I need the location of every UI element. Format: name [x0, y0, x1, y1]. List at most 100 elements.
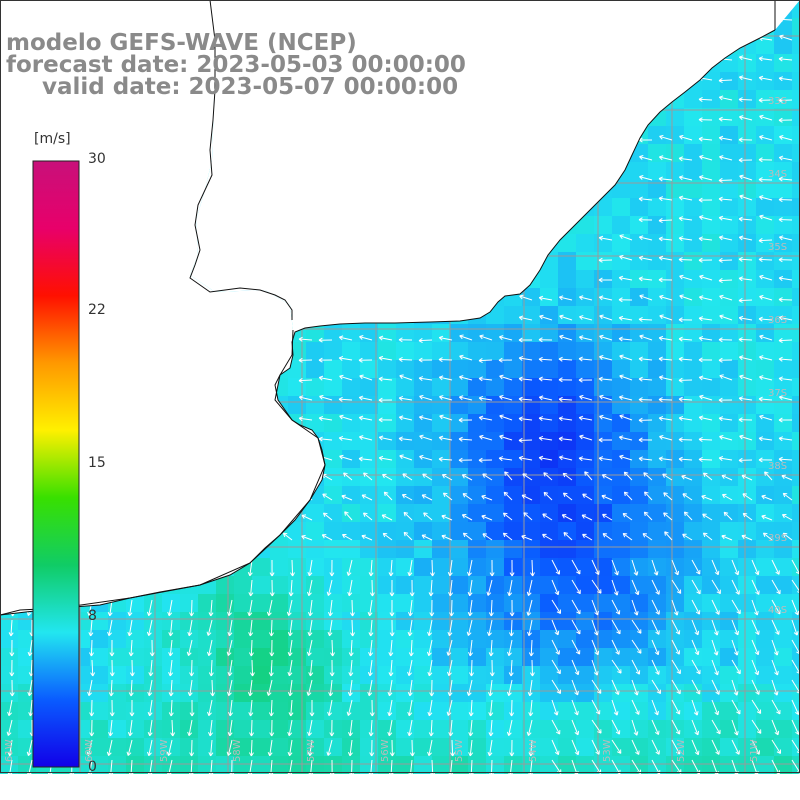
speed-cell	[360, 360, 378, 378]
wind-arrow-head	[718, 236, 723, 241]
speed-cell	[792, 396, 800, 414]
speed-cell	[648, 396, 666, 414]
wind-arrow	[403, 531, 413, 541]
lon-label: 53W	[602, 739, 613, 762]
wind-arrow	[447, 699, 453, 716]
wind-arrow	[299, 417, 313, 421]
wind-arrow-head	[290, 712, 294, 717]
wind-arrow	[591, 559, 600, 575]
wind-arrow	[210, 659, 213, 677]
lon-label: 58W	[232, 739, 243, 762]
speed-cell	[522, 612, 540, 630]
wind-arrow	[449, 559, 453, 576]
wind-arrow-head	[459, 375, 464, 378]
wind-arrow-head	[638, 276, 643, 279]
wind-arrow-head	[287, 731, 290, 736]
speed-cell	[576, 342, 594, 360]
wind-arrow-head	[733, 692, 738, 696]
speed-cell	[360, 540, 378, 558]
wind-arrow-head	[759, 136, 763, 140]
speed-cell	[774, 558, 792, 576]
wind-arrow-head	[498, 357, 503, 361]
wind-arrow	[691, 579, 701, 595]
speed-cell	[738, 486, 756, 504]
wind-arrow	[469, 719, 473, 736]
speed-cell	[612, 468, 630, 486]
wind-arrow-head	[558, 296, 563, 301]
speed-cell	[144, 666, 162, 684]
speed-cell	[702, 72, 720, 90]
wind-arrow	[591, 739, 600, 755]
speed-cell	[702, 198, 720, 216]
wind-arrow-head	[764, 471, 769, 474]
wind-arrow-head	[388, 772, 392, 777]
speed-cell	[594, 468, 612, 486]
speed-cell	[396, 342, 414, 360]
wind-arrow-head	[186, 651, 189, 656]
speed-cell	[504, 432, 522, 450]
wind-arrow-head	[91, 712, 95, 717]
wind-arrow	[651, 559, 658, 576]
wind-arrow-head	[489, 752, 493, 757]
wind-arrow	[782, 532, 793, 541]
wind-arrow	[751, 739, 760, 755]
wind-arrow	[759, 115, 773, 121]
speed-cell	[162, 612, 180, 630]
wind-arrow-head	[350, 632, 354, 637]
wind-arrow	[503, 491, 513, 501]
wind-arrow-head	[538, 376, 543, 380]
wind-arrow-head	[699, 394, 704, 397]
speed-cell	[252, 684, 270, 702]
wind-arrow-head	[330, 652, 334, 657]
wind-arrow	[431, 559, 434, 577]
speed-cell	[342, 360, 360, 378]
wind-arrow	[739, 375, 753, 381]
wind-arrow	[462, 493, 473, 501]
speed-cell	[612, 450, 630, 468]
wind-arrow-head	[639, 155, 644, 158]
wind-arrow-head	[778, 458, 783, 462]
wind-arrow-head	[738, 457, 743, 461]
wind-arrow-head	[504, 491, 509, 494]
wind-arrow-head	[530, 752, 534, 757]
speed-cell	[468, 378, 486, 396]
wind-arrow-head	[29, 652, 33, 657]
wind-arrow-head	[344, 511, 346, 516]
speed-cell	[756, 216, 774, 234]
wind-arrow-head	[409, 632, 413, 637]
wind-arrow	[718, 279, 733, 282]
wind-arrow-head	[734, 632, 739, 636]
wind-arrow-head	[249, 672, 253, 677]
wind-arrow	[399, 375, 413, 381]
speed-cell	[432, 522, 450, 540]
wind-arrow-head	[290, 592, 294, 597]
wind-arrow	[250, 639, 253, 657]
wind-arrow	[779, 58, 793, 61]
wind-arrow-head	[438, 337, 443, 341]
wind-arrow	[671, 579, 682, 594]
wind-arrow-head	[624, 491, 629, 494]
speed-cell	[648, 540, 666, 558]
wind-arrow	[622, 513, 633, 521]
wind-arrow-head	[408, 732, 413, 737]
wind-arrow	[128, 619, 133, 636]
wind-arrow	[619, 455, 633, 461]
speed-cell	[792, 522, 800, 540]
wind-arrow-head	[758, 157, 763, 161]
wind-arrow-head	[449, 692, 453, 697]
wind-arrow	[558, 398, 573, 401]
wind-arrow	[227, 739, 233, 756]
wind-arrow-head	[795, 711, 799, 715]
speed-cell	[756, 180, 774, 198]
wind-arrow	[369, 639, 373, 656]
wind-arrow-head	[716, 631, 719, 636]
wind-arrow-head	[448, 732, 451, 737]
wind-arrow-head	[559, 315, 563, 320]
wind-arrow-head	[459, 354, 464, 357]
speed-cell	[684, 540, 702, 558]
wind-arrow	[349, 679, 353, 696]
speed-cell	[630, 198, 648, 216]
wind-arrow-head	[338, 336, 343, 341]
wind-arrow-head	[759, 294, 764, 297]
speed-cell	[792, 162, 800, 180]
